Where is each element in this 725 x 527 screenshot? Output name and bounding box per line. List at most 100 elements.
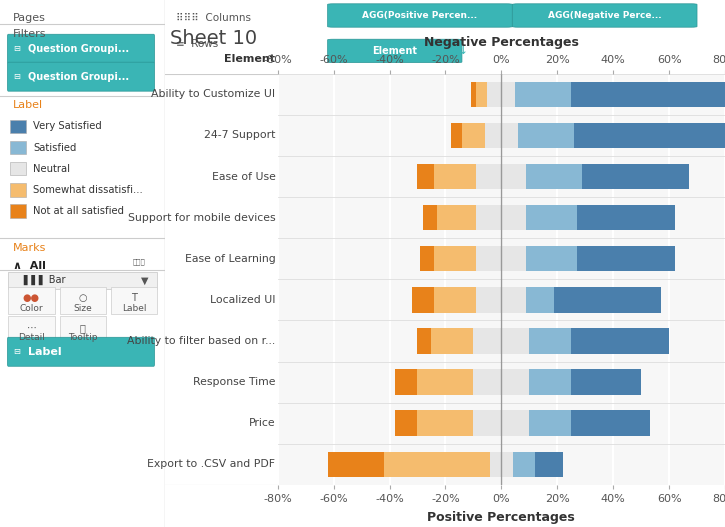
Bar (463, 123, 484, 148)
Bar (501, 287, 526, 313)
Text: Element: Element (225, 54, 276, 64)
Text: Element: Element (372, 46, 418, 56)
Bar (418, 164, 434, 189)
FancyBboxPatch shape (513, 4, 697, 27)
Bar (501, 164, 526, 189)
Text: Question Groupi...: Question Groupi... (28, 72, 129, 82)
FancyBboxPatch shape (7, 34, 154, 63)
Bar (328, 452, 384, 477)
Bar (526, 164, 582, 189)
Bar (8, 272, 157, 289)
Bar (535, 452, 563, 477)
Bar (501, 328, 529, 354)
Text: Pages: Pages (13, 13, 46, 23)
Bar (111, 287, 157, 314)
Bar (431, 328, 473, 354)
Bar (8, 316, 54, 343)
Bar (526, 205, 577, 230)
Bar (423, 205, 437, 230)
Bar (59, 316, 106, 343)
Text: ⇅: ⇅ (456, 46, 465, 56)
Text: ▐▐▐  Bar: ▐▐▐ Bar (20, 275, 65, 286)
Bar (59, 287, 106, 314)
Bar (434, 246, 476, 271)
Text: Question Groupi...: Question Groupi... (28, 44, 129, 54)
Bar (476, 164, 501, 189)
Bar (476, 205, 501, 230)
Bar (555, 287, 660, 313)
FancyBboxPatch shape (328, 39, 462, 63)
Text: Label: Label (28, 347, 62, 357)
Bar (582, 164, 689, 189)
Bar (10, 162, 26, 175)
Text: ⠿⠿⠿  Columns: ⠿⠿⠿ Columns (176, 13, 252, 23)
Bar (574, 123, 725, 148)
Text: Localized UI: Localized UI (210, 295, 276, 305)
Bar (434, 164, 476, 189)
Text: ⊟: ⊟ (13, 44, 20, 53)
Bar (529, 411, 571, 436)
Text: ⊟: ⊟ (13, 72, 20, 81)
Bar (10, 141, 26, 154)
Text: Price: Price (249, 418, 276, 428)
Text: ⋯: ⋯ (27, 323, 36, 333)
Text: Ease of Learning: Ease of Learning (185, 254, 276, 264)
Text: AGG(Negative Perce...: AGG(Negative Perce... (548, 11, 661, 20)
Text: Marks: Marks (13, 243, 46, 253)
FancyBboxPatch shape (7, 337, 154, 366)
Bar (529, 328, 571, 354)
Text: Support for mobile devices: Support for mobile devices (128, 213, 276, 222)
Bar (501, 246, 526, 271)
Text: Label: Label (13, 100, 43, 110)
Bar (395, 369, 418, 395)
Bar (420, 246, 434, 271)
Text: T: T (131, 293, 137, 302)
X-axis label: Negative Percentages: Negative Percentages (424, 36, 579, 50)
Bar (484, 123, 501, 148)
Bar (501, 452, 513, 477)
Text: ○: ○ (78, 293, 87, 302)
Bar (571, 411, 650, 436)
Bar (395, 411, 418, 436)
Bar (501, 205, 526, 230)
Bar (473, 328, 501, 354)
Bar (418, 411, 473, 436)
Text: Somewhat dissatisfi...: Somewhat dissatisfi... (33, 185, 143, 194)
Bar (513, 452, 535, 477)
Bar (473, 411, 501, 436)
Bar (476, 82, 487, 107)
Text: Sheet 10: Sheet 10 (170, 29, 257, 48)
Text: 24-7 Support: 24-7 Support (204, 131, 276, 140)
Text: Export to .CSV and PDF: Export to .CSV and PDF (147, 460, 276, 469)
Bar (471, 82, 476, 107)
FancyBboxPatch shape (7, 62, 154, 91)
Bar (526, 287, 555, 313)
Text: Very Satisfied: Very Satisfied (33, 122, 102, 131)
Bar (418, 369, 473, 395)
Bar (8, 287, 54, 314)
Bar (571, 328, 669, 354)
Text: ●●: ●● (23, 293, 40, 302)
Bar (518, 123, 574, 148)
Text: Detail: Detail (18, 333, 45, 342)
Text: 💬: 💬 (80, 323, 86, 333)
Text: ⊟: ⊟ (13, 347, 20, 356)
Bar (10, 183, 26, 197)
Text: Label: Label (122, 304, 146, 313)
Text: Size: Size (73, 304, 92, 313)
Bar (451, 123, 463, 148)
Text: ≡  Rows: ≡ Rows (176, 39, 219, 49)
Bar (577, 205, 675, 230)
X-axis label: Positive Percentages: Positive Percentages (428, 511, 575, 524)
Bar (526, 246, 577, 271)
Bar (473, 369, 501, 395)
Text: ⬛⬛⬛: ⬛⬛⬛ (132, 258, 145, 265)
Bar (10, 120, 26, 133)
Bar (501, 369, 529, 395)
Bar (476, 246, 501, 271)
Text: ▼: ▼ (141, 276, 148, 285)
Bar (418, 328, 431, 354)
Text: Not at all satisfied: Not at all satisfied (33, 206, 124, 216)
Text: Response Time: Response Time (193, 377, 276, 387)
Text: AGG(Positive Percen...: AGG(Positive Percen... (362, 11, 478, 20)
